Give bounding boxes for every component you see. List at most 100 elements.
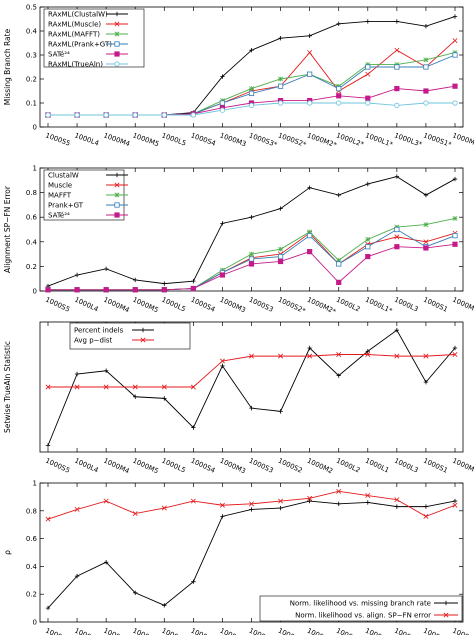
data-point — [277, 83, 284, 89]
data-point — [277, 258, 284, 265]
data-point — [278, 36, 283, 41]
legend-marker — [114, 31, 120, 37]
data-point — [220, 74, 225, 79]
data-point — [74, 506, 80, 512]
legend-marker — [140, 327, 146, 333]
x-tick-label: 1000M3 — [219, 627, 247, 635]
data-point — [161, 287, 167, 293]
y-tick-label: 1 — [33, 165, 37, 173]
data-point — [249, 405, 254, 411]
data-point — [249, 215, 254, 220]
data-point — [307, 100, 313, 106]
data-point — [452, 215, 458, 221]
x-tick-label: 1000M5 — [131, 457, 159, 476]
data-point — [249, 251, 254, 257]
data-point — [249, 507, 254, 512]
data-point — [278, 505, 283, 511]
data-point — [191, 278, 196, 284]
legend-marker — [114, 51, 120, 57]
legend-box — [43, 8, 145, 68]
data-point — [278, 353, 284, 359]
data-point — [336, 21, 341, 26]
data-point — [45, 443, 51, 448]
data-point — [365, 100, 371, 106]
data-point — [219, 358, 225, 364]
data-point — [336, 93, 342, 99]
data-point — [365, 181, 370, 187]
data-point — [365, 236, 371, 242]
x-tick-label: 1000S3 — [248, 457, 275, 475]
chart-panel-1: 0 0.1 0.2 0.3 0.4 0.5 1000S5 1000L4 1000M4 1000M5… — [3, 4, 474, 150]
data-point — [336, 488, 342, 494]
data-point — [248, 261, 255, 267]
data-point — [452, 498, 458, 504]
legend-marker — [114, 11, 120, 17]
data-point — [423, 24, 429, 29]
x-tick-label: 1000L2 — [335, 296, 361, 314]
data-point — [132, 287, 138, 293]
data-point — [74, 272, 80, 278]
y-tick-label: 0.4 — [26, 563, 38, 571]
data-point — [423, 504, 429, 509]
data-point — [307, 33, 312, 38]
data-point — [277, 100, 284, 106]
x-tick-label: 1000S4 — [190, 627, 217, 635]
data-point — [277, 253, 284, 260]
data-point — [423, 379, 429, 385]
legend-marker — [114, 212, 120, 218]
y-axis-label: Missing Branch Rate — [3, 28, 12, 105]
chart-panel-4: 00.20.40.60.811000S51000L41000M41000M510… — [3, 480, 474, 635]
x-tick-label: 1000M5 — [132, 131, 161, 148]
data-point — [452, 38, 458, 44]
legend-label: SATé²⁴ — [48, 51, 70, 59]
y-tick-label: 0.4 — [26, 28, 38, 36]
x-tick-label: 1000M1* — [451, 131, 474, 149]
series-line — [47, 490, 456, 520]
data-point — [219, 100, 226, 106]
data-point — [103, 368, 109, 373]
data-point — [74, 371, 80, 377]
data-point — [452, 100, 458, 106]
x-tick-label: 1000S2* — [277, 296, 308, 316]
data-point — [365, 253, 371, 260]
legend-box — [259, 595, 463, 622]
x-tick-label: 1000M3 — [219, 457, 247, 476]
x-tick-label: 1000L3 — [393, 296, 419, 314]
x-tick-label: 1000M2 — [306, 627, 334, 635]
legend-label: ClustalW — [48, 172, 79, 180]
data-point — [365, 19, 370, 24]
legend-label: SATé²⁴ — [48, 212, 70, 220]
legend-label: RAxML(Muscle) — [48, 21, 101, 29]
data-point — [423, 100, 429, 106]
x-tick-label: 1000S2* — [277, 131, 308, 149]
data-point — [278, 498, 284, 504]
x-tick-label: 1000M2* — [306, 296, 338, 317]
x-tick-label: 1000S3* — [248, 131, 279, 149]
data-point — [365, 349, 370, 354]
x-tick-label: 1000S5 — [44, 457, 71, 475]
data-point — [452, 345, 458, 351]
data-point — [423, 64, 429, 70]
data-point — [219, 107, 226, 113]
x-tick-label: 1000M1 — [451, 457, 474, 476]
data-point — [191, 425, 196, 430]
data-point — [365, 352, 371, 357]
data-point — [365, 71, 371, 77]
chart-panel-3: 1000S5 1000L4 1000M4 1000M5 1000L5 1000S4 1000… — [3, 321, 474, 476]
legend-marker — [443, 612, 449, 618]
data-point — [132, 112, 138, 118]
data-point — [394, 497, 400, 503]
data-point — [452, 352, 458, 357]
y-tick-label: 0 — [33, 288, 37, 296]
x-tick-label: 1000L1 — [364, 627, 390, 635]
legend-label: Norm. likelihood vs. align. SP−FN error — [295, 612, 431, 620]
data-point — [394, 504, 400, 509]
data-point — [423, 239, 429, 245]
data-point — [103, 112, 109, 118]
data-point — [249, 501, 254, 507]
data-point — [423, 222, 429, 228]
data-point — [336, 373, 341, 378]
y-axis-label: Alignment SP−FN Error — [3, 185, 12, 273]
y-tick-label: 0.2 — [26, 591, 37, 599]
